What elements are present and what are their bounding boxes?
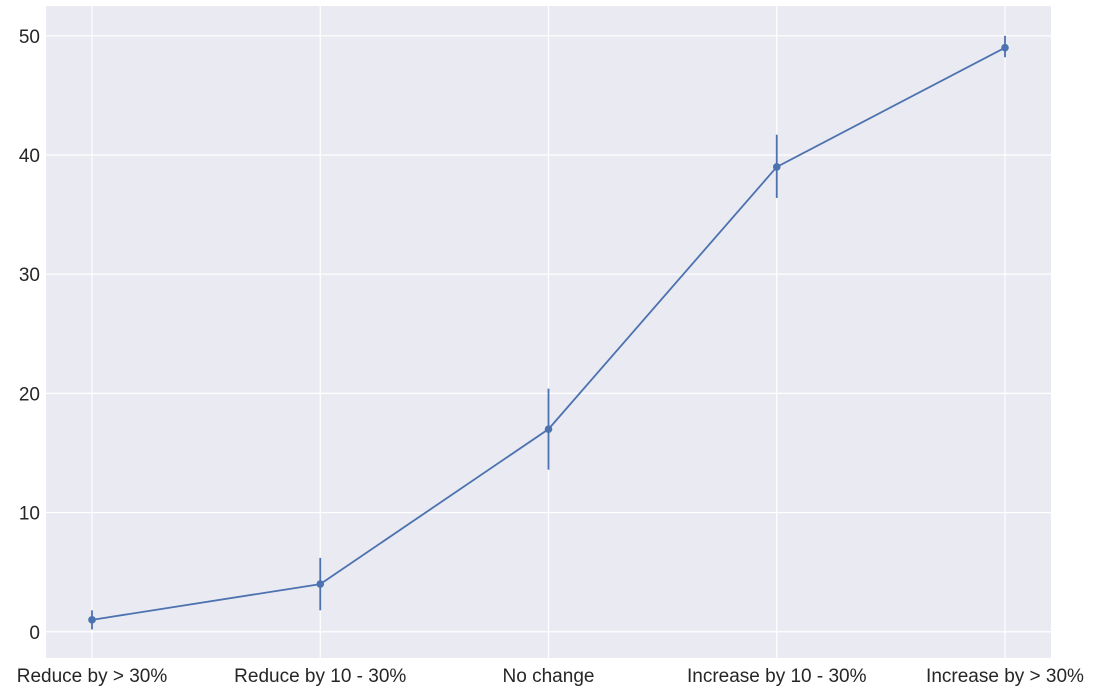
data-point xyxy=(1001,43,1009,52)
y-tick-label: 30 xyxy=(19,265,40,286)
x-tick-label: Increase by 10 - 30% xyxy=(687,666,867,687)
data-point xyxy=(316,580,325,588)
y-tick-label: 20 xyxy=(19,384,40,405)
y-tick-label: 40 xyxy=(19,146,40,167)
data-point xyxy=(88,616,96,624)
x-tick-label: No change xyxy=(503,666,595,687)
series-layer xyxy=(88,35,1009,630)
y-tick-labels: 0 10 20 30 40 50 xyxy=(19,27,40,644)
x-grid xyxy=(91,6,1006,658)
data-point xyxy=(544,425,553,433)
x-tick-label: Reduce by 10 - 30% xyxy=(234,666,406,687)
y-tick-label: 10 xyxy=(19,504,40,525)
y-tick-label: 50 xyxy=(19,27,40,48)
x-tick-label: Increase by > 30% xyxy=(926,666,1084,687)
x-tick-labels: Reduce by > 30% Reduce by 10 - 30% No chan… xyxy=(17,666,1084,687)
y-tick-label: 0 xyxy=(29,623,40,644)
x-tick-label: Reduce by > 30% xyxy=(17,666,168,687)
data-point xyxy=(772,163,781,171)
